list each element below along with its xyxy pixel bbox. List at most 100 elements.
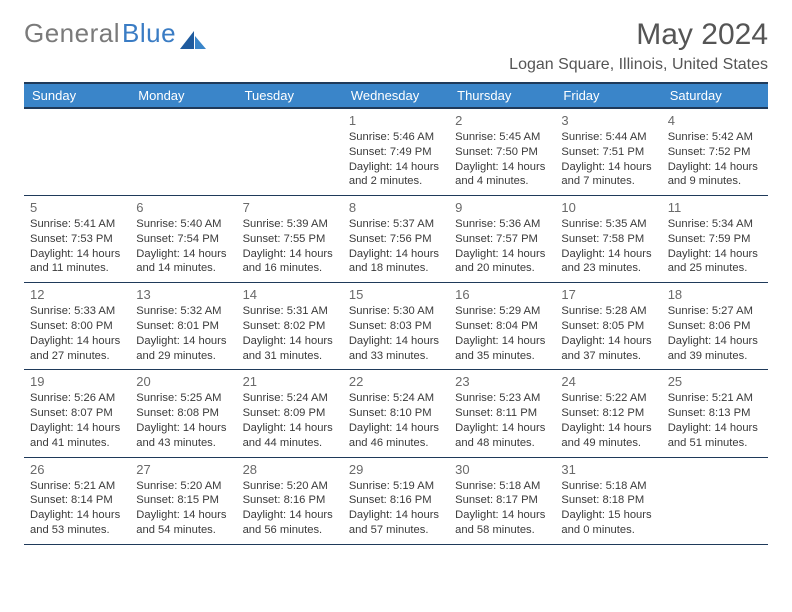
sunset-line: Sunset: 7:59 PM xyxy=(668,232,762,247)
day-cell xyxy=(130,109,236,195)
logo-sail-icon xyxy=(180,25,206,43)
day-cell: 28Sunrise: 5:20 AMSunset: 8:16 PMDayligh… xyxy=(237,458,343,544)
day-number: 17 xyxy=(561,287,655,302)
day-header-saturday: Saturday xyxy=(662,84,768,107)
day-cell: 30Sunrise: 5:18 AMSunset: 8:17 PMDayligh… xyxy=(449,458,555,544)
day-number: 13 xyxy=(136,287,230,302)
week-row: 1Sunrise: 5:46 AMSunset: 7:49 PMDaylight… xyxy=(24,109,768,196)
sunset-line: Sunset: 8:16 PM xyxy=(243,493,337,508)
day-number: 18 xyxy=(668,287,762,302)
day-number: 28 xyxy=(243,462,337,477)
day-cell: 3Sunrise: 5:44 AMSunset: 7:51 PMDaylight… xyxy=(555,109,661,195)
sunset-line: Sunset: 8:18 PM xyxy=(561,493,655,508)
location-text: Logan Square, Illinois, United States xyxy=(509,56,768,74)
sunset-line: Sunset: 7:57 PM xyxy=(455,232,549,247)
day-header-wednesday: Wednesday xyxy=(343,84,449,107)
day-number: 2 xyxy=(455,113,549,128)
daylight-line: Daylight: 14 hours and 33 minutes. xyxy=(349,334,443,364)
sunrise-line: Sunrise: 5:31 AM xyxy=(243,304,337,319)
day-cell: 22Sunrise: 5:24 AMSunset: 8:10 PMDayligh… xyxy=(343,370,449,456)
sunset-line: Sunset: 8:07 PM xyxy=(30,406,124,421)
daylight-line: Daylight: 14 hours and 11 minutes. xyxy=(30,247,124,277)
week-row: 12Sunrise: 5:33 AMSunset: 8:00 PMDayligh… xyxy=(24,283,768,370)
sunrise-line: Sunrise: 5:41 AM xyxy=(30,217,124,232)
day-cell: 18Sunrise: 5:27 AMSunset: 8:06 PMDayligh… xyxy=(662,283,768,369)
sunset-line: Sunset: 7:56 PM xyxy=(349,232,443,247)
sunrise-line: Sunrise: 5:32 AM xyxy=(136,304,230,319)
day-number: 14 xyxy=(243,287,337,302)
day-cell: 31Sunrise: 5:18 AMSunset: 8:18 PMDayligh… xyxy=(555,458,661,544)
day-header-tuesday: Tuesday xyxy=(237,84,343,107)
week-row: 5Sunrise: 5:41 AMSunset: 7:53 PMDaylight… xyxy=(24,196,768,283)
sunset-line: Sunset: 8:05 PM xyxy=(561,319,655,334)
sunset-line: Sunset: 8:02 PM xyxy=(243,319,337,334)
daylight-line: Daylight: 14 hours and 31 minutes. xyxy=(243,334,337,364)
sunrise-line: Sunrise: 5:39 AM xyxy=(243,217,337,232)
sunrise-line: Sunrise: 5:22 AM xyxy=(561,391,655,406)
sunrise-line: Sunrise: 5:44 AM xyxy=(561,130,655,145)
day-cell: 20Sunrise: 5:25 AMSunset: 8:08 PMDayligh… xyxy=(130,370,236,456)
daylight-line: Daylight: 14 hours and 48 minutes. xyxy=(455,421,549,451)
day-number: 3 xyxy=(561,113,655,128)
daylight-line: Daylight: 14 hours and 53 minutes. xyxy=(30,508,124,538)
day-number: 25 xyxy=(668,374,762,389)
daylight-line: Daylight: 14 hours and 2 minutes. xyxy=(349,160,443,190)
sunrise-line: Sunrise: 5:23 AM xyxy=(455,391,549,406)
sunrise-line: Sunrise: 5:33 AM xyxy=(30,304,124,319)
day-number: 24 xyxy=(561,374,655,389)
week-row: 26Sunrise: 5:21 AMSunset: 8:14 PMDayligh… xyxy=(24,458,768,545)
month-title: May 2024 xyxy=(509,18,768,52)
daylight-line: Daylight: 14 hours and 27 minutes. xyxy=(30,334,124,364)
daylight-line: Daylight: 14 hours and 7 minutes. xyxy=(561,160,655,190)
day-cell: 17Sunrise: 5:28 AMSunset: 8:05 PMDayligh… xyxy=(555,283,661,369)
day-number: 22 xyxy=(349,374,443,389)
daylight-line: Daylight: 14 hours and 57 minutes. xyxy=(349,508,443,538)
sunrise-line: Sunrise: 5:37 AM xyxy=(349,217,443,232)
daylight-line: Daylight: 15 hours and 0 minutes. xyxy=(561,508,655,538)
title-block: May 2024 Logan Square, Illinois, United … xyxy=(509,18,768,74)
calendar: SundayMondayTuesdayWednesdayThursdayFrid… xyxy=(24,82,768,545)
daylight-line: Daylight: 14 hours and 29 minutes. xyxy=(136,334,230,364)
day-number: 8 xyxy=(349,200,443,215)
daylight-line: Daylight: 14 hours and 35 minutes. xyxy=(455,334,549,364)
sunrise-line: Sunrise: 5:42 AM xyxy=(668,130,762,145)
daylight-line: Daylight: 14 hours and 25 minutes. xyxy=(668,247,762,277)
sunset-line: Sunset: 8:03 PM xyxy=(349,319,443,334)
day-header-sunday: Sunday xyxy=(24,84,130,107)
day-header-monday: Monday xyxy=(130,84,236,107)
day-number: 11 xyxy=(668,200,762,215)
day-cell: 19Sunrise: 5:26 AMSunset: 8:07 PMDayligh… xyxy=(24,370,130,456)
sunrise-line: Sunrise: 5:46 AM xyxy=(349,130,443,145)
sunrise-line: Sunrise: 5:21 AM xyxy=(668,391,762,406)
sunrise-line: Sunrise: 5:34 AM xyxy=(668,217,762,232)
day-header-row: SundayMondayTuesdayWednesdayThursdayFrid… xyxy=(24,82,768,109)
sunrise-line: Sunrise: 5:18 AM xyxy=(455,479,549,494)
header: GeneralBlue May 2024 Logan Square, Illin… xyxy=(24,18,768,74)
day-cell: 7Sunrise: 5:39 AMSunset: 7:55 PMDaylight… xyxy=(237,196,343,282)
day-cell: 14 Sunrise: 5:31 AMSunset: 8:02 PMDayligh… xyxy=(237,283,343,369)
sunrise-line: Sunrise: 5:36 AM xyxy=(455,217,549,232)
daylight-line: Daylight: 14 hours and 14 minutes. xyxy=(136,247,230,277)
sunset-line: Sunset: 8:08 PM xyxy=(136,406,230,421)
daylight-line: Daylight: 14 hours and 54 minutes. xyxy=(136,508,230,538)
day-number: 30 xyxy=(455,462,549,477)
sunset-line: Sunset: 8:17 PM xyxy=(455,493,549,508)
sunrise-line: Sunrise: 5:30 AM xyxy=(349,304,443,319)
day-cell xyxy=(662,458,768,544)
weeks-container: 1Sunrise: 5:46 AMSunset: 7:49 PMDaylight… xyxy=(24,109,768,545)
daylight-line: Daylight: 14 hours and 37 minutes. xyxy=(561,334,655,364)
day-number: 21 xyxy=(243,374,337,389)
sunset-line: Sunset: 8:16 PM xyxy=(349,493,443,508)
sunrise-line: Sunrise: 5:24 AM xyxy=(243,391,337,406)
day-cell: 24Sunrise: 5:22 AMSunset: 8:12 PMDayligh… xyxy=(555,370,661,456)
sunrise-line: Sunrise: 5:40 AM xyxy=(136,217,230,232)
day-cell: 4Sunrise: 5:42 AMSunset: 7:52 PMDaylight… xyxy=(662,109,768,195)
day-number: 20 xyxy=(136,374,230,389)
daylight-line: Daylight: 14 hours and 43 minutes. xyxy=(136,421,230,451)
sunset-line: Sunset: 8:10 PM xyxy=(349,406,443,421)
sunrise-line: Sunrise: 5:29 AM xyxy=(455,304,549,319)
sunset-line: Sunset: 8:11 PM xyxy=(455,406,549,421)
day-cell: 23Sunrise: 5:23 AMSunset: 8:11 PMDayligh… xyxy=(449,370,555,456)
day-cell: 15Sunrise: 5:30 AMSunset: 8:03 PMDayligh… xyxy=(343,283,449,369)
day-number: 12 xyxy=(30,287,124,302)
